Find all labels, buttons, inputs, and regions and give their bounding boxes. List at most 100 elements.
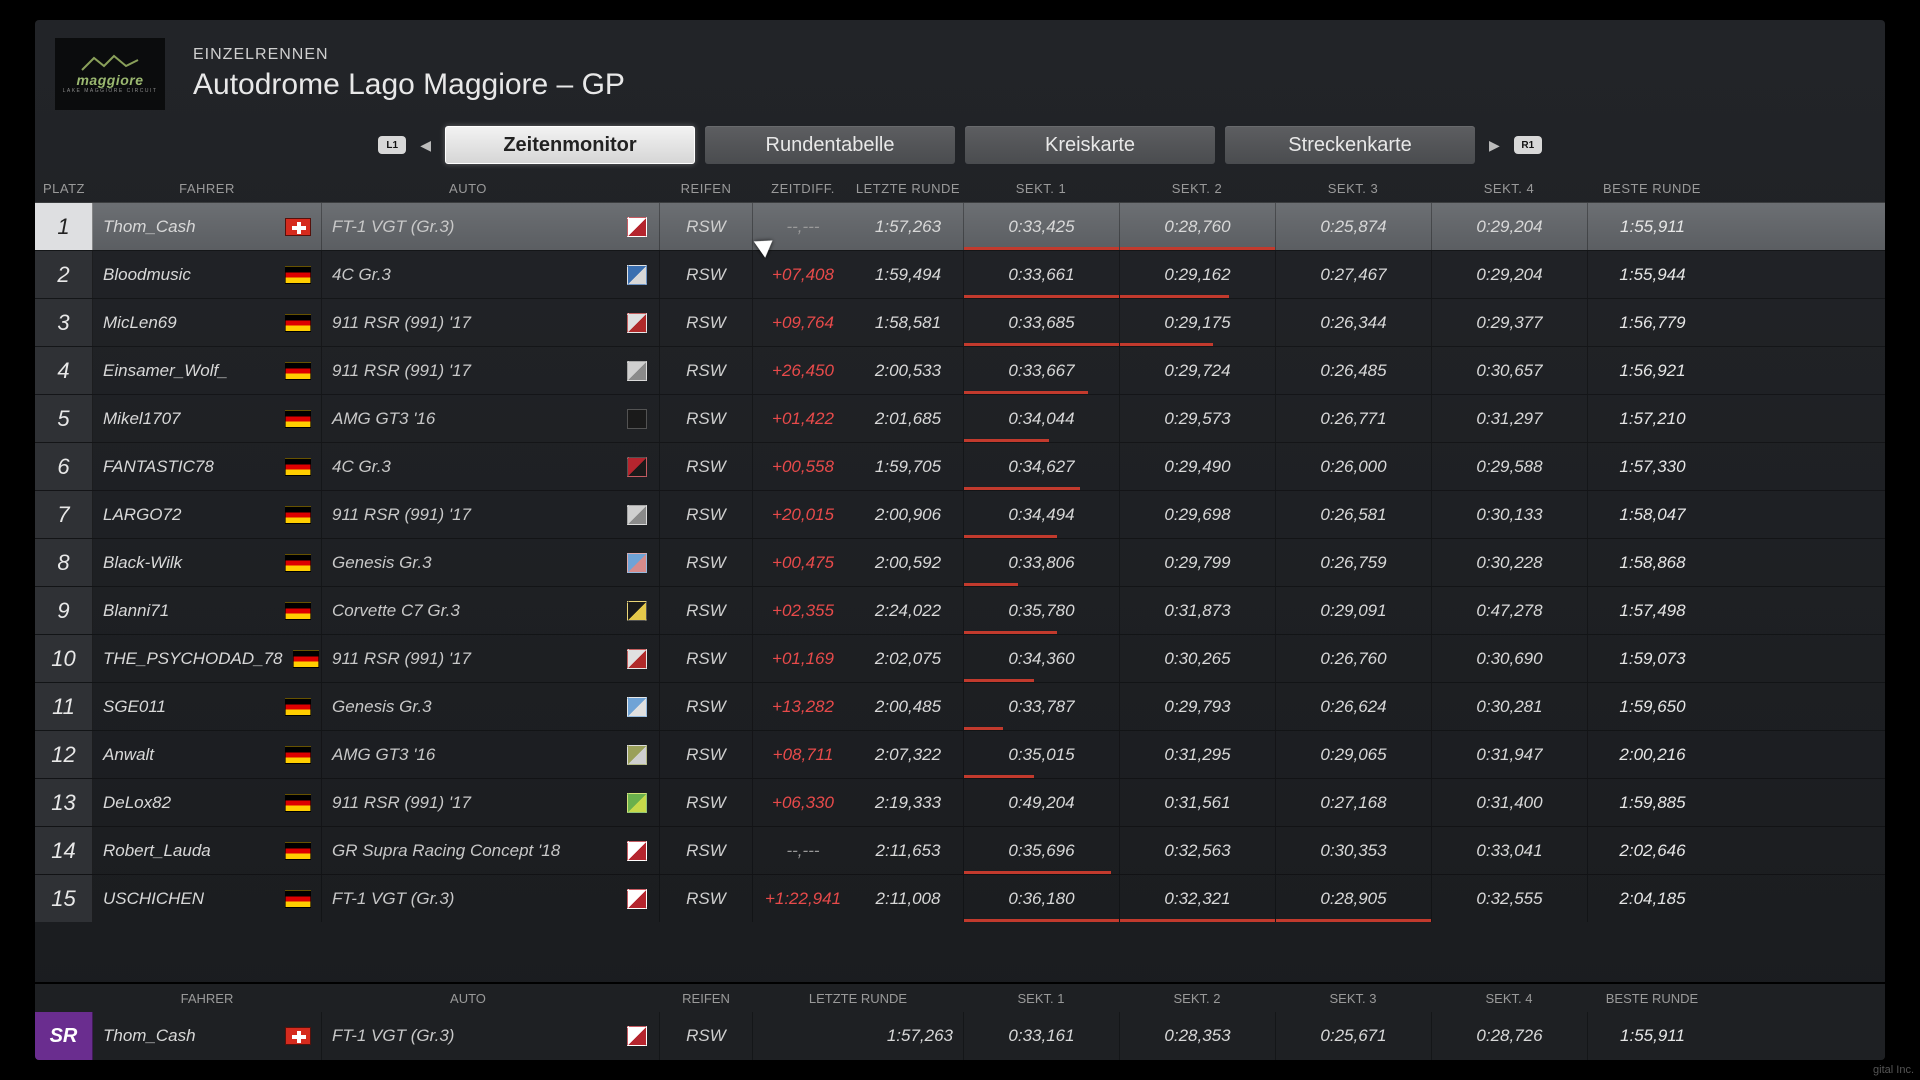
table-row[interactable]: 12AnwaltAMG GT3 '16RSW+08,7112:07,3220:3… <box>35 730 1885 778</box>
header: maggiore LAKE MAGGIORE CIRCUIT EINZELREN… <box>35 20 1885 120</box>
tab-rundentabelle[interactable]: Rundentabelle <box>705 126 955 164</box>
sector3-cell: 0:26,581 <box>1275 491 1431 538</box>
pcol-reifen: REIFEN <box>659 991 753 1006</box>
livery-cell <box>615 203 659 250</box>
livery-icon <box>627 409 647 429</box>
table-row[interactable]: 10THE_PSYCHODAD_78911 RSR (991) '17RSW+0… <box>35 634 1885 682</box>
driver-cell: Robert_Lauda <box>93 827 321 874</box>
sector3-cell: 0:27,168 <box>1275 779 1431 826</box>
pcol-s2: SEKT. 2 <box>1119 991 1275 1006</box>
sector1-cell: 0:36,180 <box>963 875 1119 922</box>
player-row[interactable]: SR Thom_Cash FT-1 VGT (Gr.3) RSW 1:57,26… <box>35 1012 1885 1060</box>
table-row[interactable]: 5Mikel1707AMG GT3 '16RSW+01,4222:01,6850… <box>35 394 1885 442</box>
sector-underbar <box>964 679 1034 682</box>
table-row[interactable]: 8Black-WilkGenesis Gr.3RSW+00,4752:00,59… <box>35 538 1885 586</box>
sector3-cell: 0:26,000 <box>1275 443 1431 490</box>
sector-underbar <box>964 775 1034 778</box>
car-cell: FT-1 VGT (Gr.3) <box>321 203 615 250</box>
bestlap-cell: 1:59,073 <box>1587 635 1717 682</box>
bestlap-cell: 1:58,868 <box>1587 539 1717 586</box>
lastlap-cell: 2:07,322 <box>853 731 963 778</box>
lastlap-cell: 2:02,075 <box>853 635 963 682</box>
timediff-cell: +26,450 <box>753 347 853 394</box>
sector4-cell: 0:29,377 <box>1431 299 1587 346</box>
bestlap-cell: 1:58,047 <box>1587 491 1717 538</box>
livery-icon <box>627 553 647 573</box>
sector-underbar <box>964 871 1111 874</box>
table-row[interactable]: 9Blanni71Corvette C7 Gr.3RSW+02,3552:24,… <box>35 586 1885 634</box>
livery-cell <box>615 443 659 490</box>
sector4-cell: 0:30,133 <box>1431 491 1587 538</box>
livery-cell <box>615 635 659 682</box>
table-row[interactable]: 4Einsamer_Wolf_911 RSR (991) '17RSW+26,4… <box>35 346 1885 394</box>
table-row[interactable]: 13DeLox82911 RSR (991) '17RSW+06,3302:19… <box>35 778 1885 826</box>
player-s1: 0:33,161 <box>963 1012 1119 1060</box>
lastlap-cell: 2:00,592 <box>853 539 963 586</box>
position-cell: 14 <box>35 827 93 874</box>
position-cell: 12 <box>35 731 93 778</box>
arrow-right-icon[interactable]: ▶ <box>1485 137 1504 154</box>
flag-icon <box>285 746 311 764</box>
table-row[interactable]: 7LARGO72911 RSR (991) '17RSW+20,0152:00,… <box>35 490 1885 538</box>
lastlap-cell: 2:24,022 <box>853 587 963 634</box>
car-cell: AMG GT3 '16 <box>321 395 615 442</box>
sector1-cell: 0:35,015 <box>963 731 1119 778</box>
driver-cell: MicLen69 <box>93 299 321 346</box>
pcol-s3: SEKT. 3 <box>1275 991 1431 1006</box>
table-row[interactable]: 6FANTASTIC784C Gr.3RSW+00,5581:59,7050:3… <box>35 442 1885 490</box>
player-livery-cell <box>615 1012 659 1060</box>
table-row[interactable]: 3MicLen69911 RSR (991) '17RSW+09,7641:58… <box>35 298 1885 346</box>
lastlap-cell: 1:57,263 <box>853 203 963 250</box>
player-driver-cell: Thom_Cash <box>93 1012 321 1060</box>
player-block: FAHRER AUTO REIFEN LETZTE RUNDE SEKT. 1 … <box>35 982 1885 1060</box>
tyre-cell: RSW <box>659 491 753 538</box>
col-s3: SEKT. 3 <box>1275 181 1431 196</box>
livery-icon <box>627 649 647 669</box>
col-platz: PLATZ <box>35 181 93 196</box>
car-cell: Genesis Gr.3 <box>321 539 615 586</box>
tyre-cell: RSW <box>659 587 753 634</box>
timediff-cell: +01,422 <box>753 395 853 442</box>
table-row[interactable]: 14Robert_LaudaGR Supra Racing Concept '1… <box>35 826 1885 874</box>
timediff-cell: +02,355 <box>753 587 853 634</box>
driver-cell: Anwalt <box>93 731 321 778</box>
sector2-cell: 0:29,793 <box>1119 683 1275 730</box>
tyre-cell: RSW <box>659 395 753 442</box>
timediff-cell: +08,711 <box>753 731 853 778</box>
sector2-cell: 0:29,490 <box>1119 443 1275 490</box>
col-s2: SEKT. 2 <box>1119 181 1275 196</box>
sector3-cell: 0:26,759 <box>1275 539 1431 586</box>
timediff-cell: +20,015 <box>753 491 853 538</box>
sector3-cell: 0:29,091 <box>1275 587 1431 634</box>
tab-kreiskarte[interactable]: Kreiskarte <box>965 126 1215 164</box>
sector4-cell: 0:29,204 <box>1431 251 1587 298</box>
table-row[interactable]: 1Thom_CashFT-1 VGT (Gr.3)RSW--,---1:57,2… <box>35 202 1885 250</box>
table-row[interactable]: 15USCHICHENFT-1 VGT (Gr.3)RSW+1:22,9412:… <box>35 874 1885 922</box>
tab-zeitenmonitor[interactable]: Zeitenmonitor <box>445 126 695 164</box>
col-best: BESTE RUNDE <box>1587 181 1717 196</box>
table-row[interactable]: 11SGE011Genesis Gr.3RSW+13,2822:00,4850:… <box>35 682 1885 730</box>
position-cell: 8 <box>35 539 93 586</box>
timediff-cell: +07,408 <box>753 251 853 298</box>
sector-underbar <box>964 439 1049 442</box>
sector2-cell: 0:30,265 <box>1119 635 1275 682</box>
pcol-s1: SEKT. 1 <box>963 991 1119 1006</box>
player-flag-icon <box>285 1027 311 1045</box>
sector-underbar <box>964 295 1119 298</box>
position-cell: 6 <box>35 443 93 490</box>
table-row[interactable]: 2Bloodmusic4C Gr.3RSW+07,4081:59,4940:33… <box>35 250 1885 298</box>
player-driver: Thom_Cash <box>103 1026 275 1046</box>
timediff-cell: +1:22,941 <box>753 875 853 922</box>
tyre-cell: RSW <box>659 539 753 586</box>
livery-cell <box>615 491 659 538</box>
tyre-cell: RSW <box>659 875 753 922</box>
player-s2: 0:28,353 <box>1119 1012 1275 1060</box>
arrow-left-icon[interactable]: ◀ <box>416 137 435 154</box>
car-cell: GR Supra Racing Concept '18 <box>321 827 615 874</box>
livery-icon <box>627 697 647 717</box>
livery-icon <box>627 601 647 621</box>
col-s4: SEKT. 4 <box>1431 181 1587 196</box>
timediff-cell: --,--- <box>753 827 853 874</box>
sector4-cell: 0:30,690 <box>1431 635 1587 682</box>
tab-streckenkarte[interactable]: Streckenkarte <box>1225 126 1475 164</box>
